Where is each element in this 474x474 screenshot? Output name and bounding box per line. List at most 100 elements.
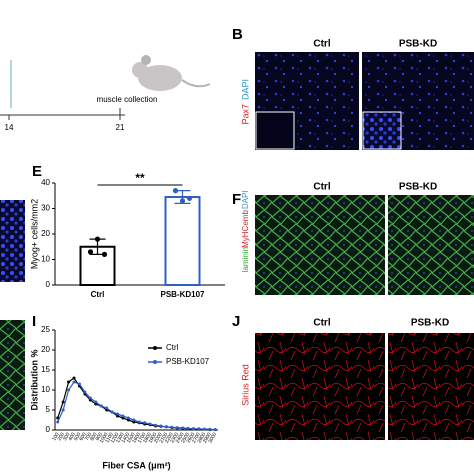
micrograph (388, 195, 474, 295)
timeline-label: 14 (5, 123, 14, 132)
data-point (172, 188, 179, 194)
series-marker (61, 400, 65, 404)
x-tick-label: 1900 (148, 431, 159, 444)
column-header: PSB-KD (411, 318, 449, 329)
column-header: Ctrl (313, 318, 330, 329)
series-marker (99, 404, 103, 408)
column-header: Ctrl (313, 39, 330, 50)
panel-letter: B (232, 26, 243, 43)
x-tick-label: 2200 (164, 431, 175, 444)
y-tick-label: 10 (41, 255, 50, 264)
x-tick-label: 1500 (126, 431, 137, 444)
micrograph (388, 333, 474, 440)
series-marker (72, 376, 76, 380)
series-marker (77, 382, 81, 386)
x-tick-label: 2300 (169, 431, 180, 444)
x-tick-label: 2600 (186, 431, 197, 444)
column-header: PSB-KD (399, 182, 437, 193)
series-marker (186, 426, 190, 430)
series-marker (94, 400, 98, 404)
series-marker (192, 427, 196, 431)
y-tick-label: 0 (46, 425, 51, 434)
significance: ** (135, 171, 145, 185)
series-marker (208, 427, 212, 431)
panel-letter: I (32, 313, 36, 330)
timeline-event: muscle collection (97, 95, 158, 104)
series-marker (148, 422, 152, 426)
x-tick-label: 2700 (191, 431, 202, 444)
series-marker (170, 425, 174, 429)
series-marker (197, 427, 201, 431)
x-tick-label: 600 (78, 431, 87, 441)
stain-label: Sirius Red (240, 364, 250, 406)
y-tick-label: 20 (41, 229, 50, 238)
series-marker (159, 424, 163, 428)
panel-letter: F (232, 191, 241, 208)
data-point (94, 236, 101, 242)
timeline-label: 21 (116, 123, 125, 132)
x-tick-label: 100 (51, 431, 60, 441)
series-marker (164, 425, 168, 429)
x-tick-label: 1600 (131, 431, 142, 444)
series-marker (132, 418, 136, 422)
series-marker (115, 412, 119, 416)
stain-label: laminin (241, 247, 250, 272)
y-tick-label: 10 (41, 385, 50, 394)
x-tick-label: 2100 (159, 431, 170, 444)
data-point (179, 198, 186, 204)
legend-label: PSB-KD107 (166, 357, 210, 366)
x-tick-label: 2900 (202, 431, 213, 444)
x-tick-label: PSB-KD107 (160, 290, 205, 299)
stain-label: DAPI (241, 190, 250, 209)
micrograph (255, 195, 385, 295)
column-header: Ctrl (313, 182, 330, 193)
y-axis-title: Myog+ cells/mm2 (29, 199, 39, 269)
series-marker (213, 428, 217, 432)
series-marker (126, 416, 130, 420)
stain-label: MyHCemb (241, 210, 250, 248)
x-tick-label: 1700 (137, 431, 148, 444)
series-marker (56, 420, 60, 424)
series-marker (83, 390, 87, 394)
data-point (186, 195, 193, 201)
y-tick-label: 0 (46, 280, 51, 289)
x-axis-title: Fiber CSA (μm²) (102, 460, 170, 470)
series-marker (61, 408, 65, 412)
x-tick-label: 3000 (207, 431, 218, 444)
stain-label: Pax7 (240, 104, 250, 125)
x-tick-label: 300 (62, 431, 71, 441)
micrograph (0, 320, 25, 430)
y-tick-label: 30 (41, 204, 50, 213)
series-marker (67, 388, 71, 392)
y-tick-label: 20 (41, 345, 50, 354)
x-tick-label: 800 (89, 431, 98, 441)
charts: E 0 10 20 30 40 Myog+ cells/mm2 Ctrl PSB-KD107 **… (29, 163, 225, 470)
x-tick-label: 900 (95, 431, 104, 441)
panel-letter: J (232, 313, 240, 330)
series-marker (56, 416, 60, 420)
x-tick-label: 1400 (120, 431, 131, 444)
x-tick-label: Ctrl (91, 290, 105, 299)
x-tick-label: 1800 (142, 431, 153, 444)
series-marker (181, 426, 185, 430)
legend-marker (153, 360, 157, 364)
x-tick-label: 1100 (104, 431, 115, 444)
legend-label: Ctrl (166, 343, 179, 352)
series-marker (88, 396, 92, 400)
x-tick-label: 2500 (180, 431, 191, 444)
panel-letter: E (32, 163, 42, 180)
x-tick-label: 700 (84, 431, 93, 441)
x-tick-label: 500 (73, 431, 82, 441)
x-tick-label: 1000 (99, 431, 110, 444)
micrograph (0, 200, 25, 282)
y-tick-label: 5 (46, 405, 51, 414)
series-marker (143, 421, 147, 425)
mouse-icon (132, 55, 211, 91)
y-axis-title: Distribution % (29, 350, 39, 411)
series-marker (72, 380, 76, 384)
column-header: PSB-KD (399, 39, 437, 50)
data-point (101, 251, 108, 257)
data-point (87, 249, 94, 255)
bar (164, 196, 201, 286)
